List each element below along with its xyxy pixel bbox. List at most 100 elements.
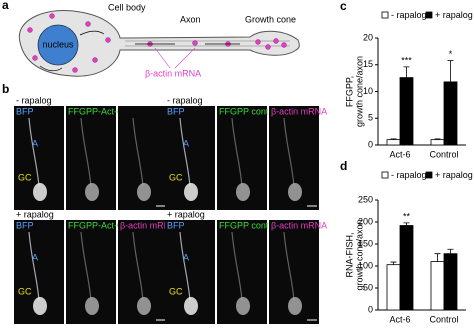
axon-mark: A [32, 252, 38, 262]
neuron-trace [80, 117, 92, 187]
error-bar [403, 222, 410, 226]
y-axis-label: FFGPP, [344, 76, 354, 107]
panel-letter: a [2, 0, 9, 12]
legend-label: - rapalog [391, 170, 427, 180]
x-tick-label: Act-6 [389, 314, 410, 324]
neuron-trace [179, 117, 191, 187]
channel-label: FFGPP contr [219, 220, 271, 230]
growth-cone-blob [236, 297, 250, 315]
mrna-label: β-actin mRNA [145, 68, 201, 78]
y-tick-label: 0 [368, 139, 373, 149]
neuron-trace [132, 231, 144, 301]
legend-label: + rapalog [435, 10, 473, 20]
y-axis-label: growth cone/axon [354, 219, 364, 290]
legend-swatch [425, 171, 433, 179]
axon-mark: A [183, 252, 189, 262]
neuron-trace [231, 117, 243, 187]
condition-label: + rapalog [16, 209, 54, 219]
panel-letter: c [340, 0, 347, 13]
y-axis-label: RNA-FISH, [344, 233, 354, 278]
y-tick-label: 250 [358, 194, 373, 204]
axon-mark: A [183, 138, 189, 148]
y-axis-label: growth cone/axon [354, 56, 364, 127]
y-tick-label: 20 [363, 32, 373, 42]
y-tick-label: 15 [363, 59, 373, 69]
channel-label: FFGPP-Act-6 [68, 220, 122, 230]
neuron-trace [231, 231, 243, 301]
bar [399, 77, 414, 146]
y-tick-label: 0 [368, 304, 373, 314]
neuron-diagram [18, 10, 300, 77]
significance: * [449, 49, 453, 59]
channel-label: β-actin mRNA [120, 220, 176, 230]
growth-cone-blob [184, 183, 198, 201]
bar [430, 261, 445, 311]
bar [443, 81, 458, 146]
gc-mark: GC [169, 172, 183, 182]
channel-label: β-actin mRNA [271, 220, 327, 230]
channel-label: FFGPP-Act-6 [68, 106, 122, 116]
growth-cone-blob [137, 297, 151, 315]
neuron-trace [283, 117, 295, 187]
channel-label: BFP [16, 220, 34, 230]
x-tick-label: Act-6 [389, 149, 410, 159]
gc-mark: GC [18, 172, 32, 182]
significance: ** [403, 211, 411, 221]
y-tick-label: 100 [358, 260, 373, 270]
growth-cone-label: Growth cone [245, 14, 296, 24]
growth-cone-blob [236, 183, 250, 201]
channel-label: BFP [167, 220, 185, 230]
cell-body-label: Cell body [108, 2, 146, 12]
bar [430, 139, 445, 146]
legend-swatch [425, 11, 433, 19]
error-bar [390, 261, 397, 265]
y-tick-label: 200 [358, 216, 373, 226]
neuron-trace [80, 231, 92, 301]
channel-label: BFP [16, 106, 34, 116]
growth-cone-blob [288, 297, 302, 315]
neuron-trace [28, 117, 40, 187]
gc-mark: GC [18, 286, 32, 296]
error-bar [434, 138, 441, 140]
error-bar [403, 66, 410, 78]
bar [386, 264, 401, 311]
neuron-trace [132, 117, 144, 187]
growth-cone-blob [33, 183, 47, 201]
error-bar [434, 253, 441, 262]
channel-label: β-actin mRNA [271, 106, 327, 116]
y-tick-label: 50 [363, 282, 373, 292]
legend-swatch [381, 171, 389, 179]
y-tick-label: 5 [368, 113, 373, 123]
significance: *** [401, 55, 412, 65]
bar [443, 253, 458, 311]
condition-label: - rapalog [167, 95, 203, 105]
legend-label: + rapalog [435, 170, 473, 180]
channel-label: BFP [167, 106, 185, 116]
growth-cone-blob [137, 183, 151, 201]
neuron-trace [28, 231, 40, 301]
neuron-trace [283, 231, 295, 301]
condition-label: + rapalog [167, 209, 205, 219]
y-tick-label: 10 [363, 86, 373, 96]
growth-cone-blob [85, 297, 99, 315]
error-bar [390, 138, 397, 140]
error-bar [447, 248, 454, 254]
channel-label: FFGPP contr [219, 106, 271, 116]
growth-cone-blob [288, 183, 302, 201]
error-bar [447, 60, 454, 82]
bar [386, 139, 401, 146]
panel-letter: b [2, 82, 9, 96]
neuron-trace [179, 231, 191, 301]
axon-label: Axon [180, 14, 201, 24]
legend-label: - rapalog [391, 10, 427, 20]
condition-label: - rapalog [16, 95, 52, 105]
growth-cone-blob [184, 297, 198, 315]
panel-letter: d [340, 159, 347, 173]
gc-mark: GC [169, 286, 183, 296]
y-tick-label: 150 [358, 238, 373, 248]
bar [399, 225, 414, 311]
x-tick-label: Control [429, 314, 458, 324]
